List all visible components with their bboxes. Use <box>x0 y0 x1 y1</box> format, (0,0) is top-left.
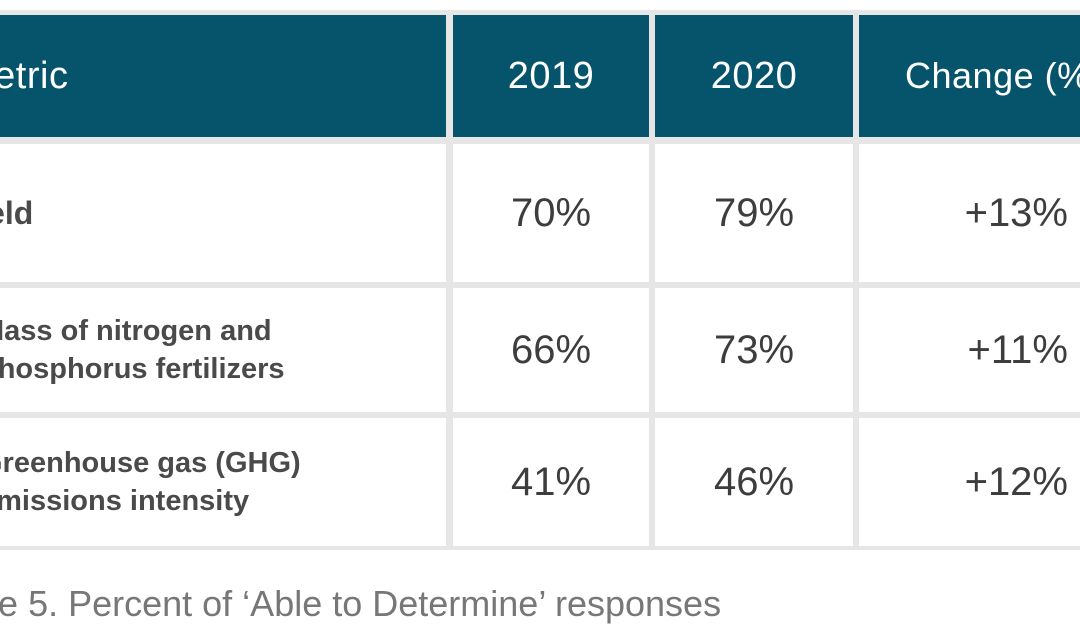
row-3-2020: 46% <box>655 418 853 546</box>
row-2-change-value: +11% <box>967 327 1068 372</box>
header-change-label: Change (%) <box>905 55 1080 96</box>
row-2-2020: 73% <box>655 288 853 412</box>
row-3-2019-value: 41% <box>510 459 592 504</box>
row-1-2019: 70% <box>453 144 649 282</box>
row-2-metric-line-1: Mass of nitrogen and <box>0 315 272 347</box>
row-2-2019-value: 66% <box>510 327 592 372</box>
row-1-change: +13% <box>859 144 1080 282</box>
row-3-metric-line-1: Greenhouse gas (GHG) <box>0 447 301 479</box>
header-2020: 2020 <box>655 15 853 137</box>
row-3-metric: Greenhouse gas (GHG) emissions intensity <box>0 418 446 546</box>
row-1-metric-line-1: Yield <box>0 195 34 231</box>
row-3-metric-line-2: emissions intensity <box>0 485 250 517</box>
table-caption: Table 5. Percent of ‘Able to Determine’ … <box>0 582 721 626</box>
header-metric: Metric <box>0 15 446 137</box>
row-2-metric-line-2: phosphorus fertilizers <box>0 353 285 385</box>
row-2-metric: Mass of nitrogen and phosphorus fertiliz… <box>0 288 446 412</box>
results-table: Metric 2019 2020 Change (%) Yield 70% 79… <box>0 10 1080 550</box>
row-3-2019: 41% <box>453 418 649 546</box>
header-change: Change (%) <box>859 15 1080 137</box>
header-metric-label: Metric <box>0 54 69 97</box>
header-2019-label: 2019 <box>507 54 595 97</box>
row-2-change: +11% <box>859 288 1080 412</box>
table-caption-text: Table 5. Percent of ‘Able to Determine’ … <box>0 583 722 624</box>
row-3-2020-value: 46% <box>713 459 795 504</box>
header-2019: 2019 <box>453 15 649 137</box>
row-3-change: +12% <box>859 418 1080 546</box>
row-1-2020-value: 79% <box>713 190 795 235</box>
row-1-2019-value: 70% <box>510 190 592 235</box>
row-1-2020: 79% <box>655 144 853 282</box>
header-2020-label: 2020 <box>710 54 798 97</box>
row-2-2019: 66% <box>453 288 649 412</box>
row-2-2020-value: 73% <box>713 327 795 372</box>
row-3-change-value: +12% <box>964 459 1068 504</box>
row-1-metric: Yield <box>0 144 446 282</box>
row-1-change-value: +13% <box>964 190 1068 235</box>
